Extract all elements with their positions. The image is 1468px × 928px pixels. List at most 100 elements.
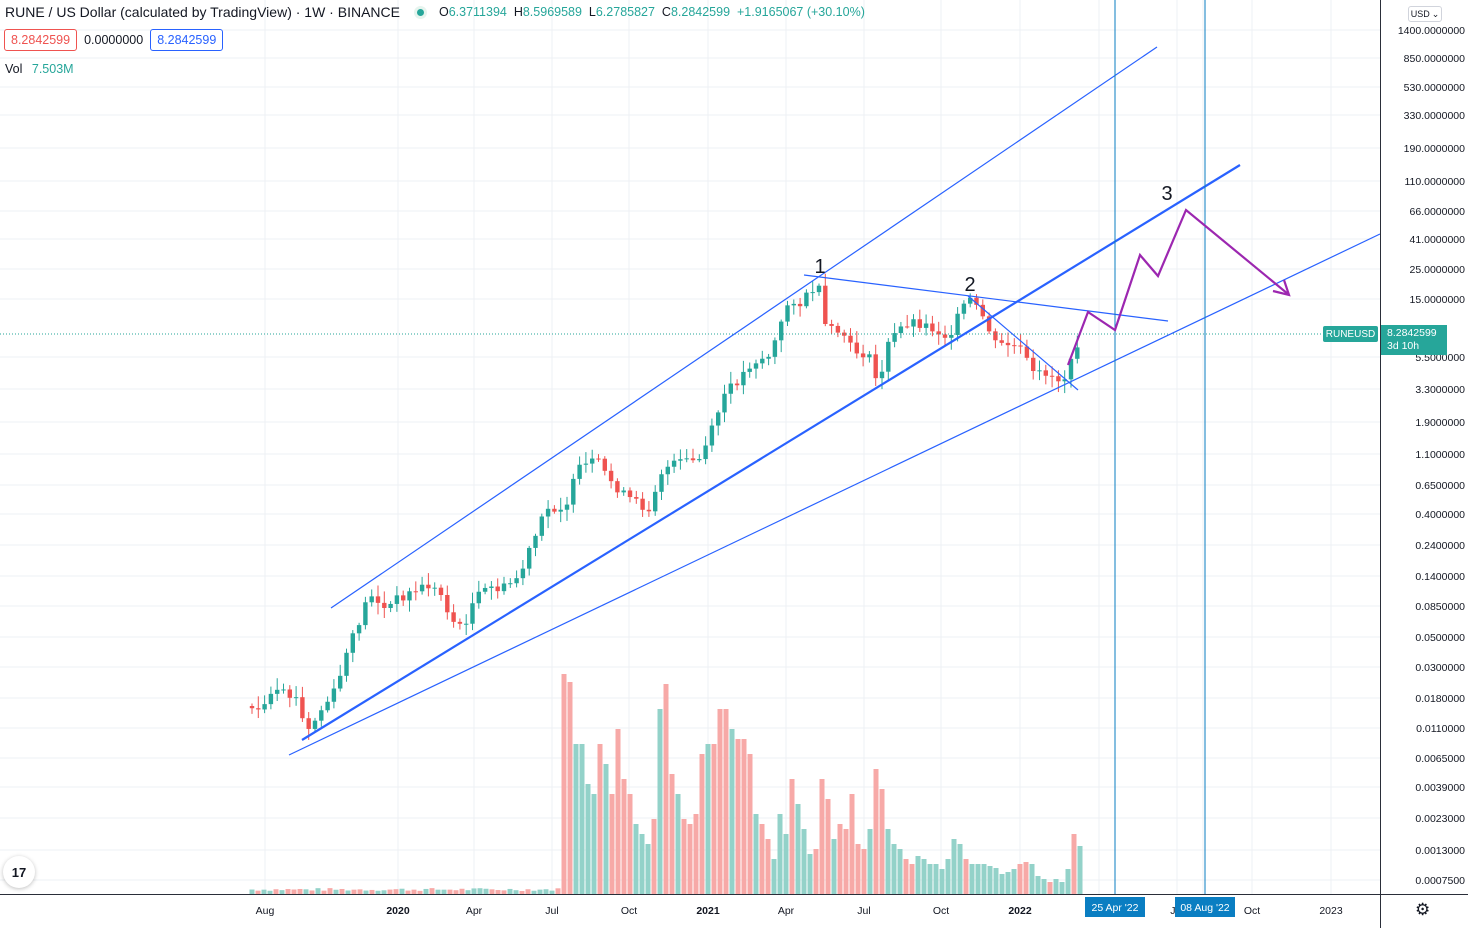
candle-up bbox=[886, 338, 891, 381]
candle-body bbox=[930, 323, 935, 332]
volume-bar bbox=[435, 889, 441, 894]
candle-body bbox=[375, 596, 381, 603]
volume-bar bbox=[531, 890, 537, 894]
candle-up bbox=[659, 469, 664, 500]
candle-body bbox=[325, 701, 330, 711]
volume-legend[interactable]: Vol 7.503M bbox=[5, 62, 74, 76]
candle-body bbox=[476, 591, 481, 604]
volume-bar bbox=[747, 754, 753, 894]
candle-body bbox=[835, 325, 841, 333]
candle-up bbox=[583, 452, 589, 473]
candle-down bbox=[413, 581, 418, 601]
volume-bar bbox=[795, 804, 801, 894]
volume-bar bbox=[1071, 834, 1077, 894]
candle-up bbox=[590, 449, 595, 473]
gear-icon[interactable]: ⚙ bbox=[1415, 900, 1431, 919]
candle-up bbox=[791, 299, 796, 315]
currency-selector[interactable]: USD ⌄ bbox=[1408, 6, 1442, 22]
candle-series bbox=[249, 273, 1080, 740]
candle-body bbox=[829, 324, 834, 326]
time-tick-label: Oct bbox=[621, 905, 637, 917]
candle-down bbox=[1024, 339, 1030, 361]
candle-up bbox=[419, 576, 425, 595]
volume-bar bbox=[813, 849, 819, 894]
candle-up bbox=[722, 384, 727, 423]
price-scale[interactable]: 1400.0000000 850.0000000 530.0000000 330.00… bbox=[1380, 0, 1468, 894]
volume-bar bbox=[603, 764, 609, 894]
volume-bar bbox=[387, 889, 393, 894]
candle-up bbox=[1062, 370, 1067, 394]
candle-up bbox=[319, 705, 324, 727]
candle-up bbox=[1068, 355, 1074, 388]
channel-lower-line bbox=[288, 233, 1381, 756]
candle-body bbox=[911, 319, 916, 327]
wave-label: 3 bbox=[1161, 183, 1172, 205]
candle-up bbox=[779, 319, 784, 353]
price-tick-label: 1400.0000000 bbox=[1398, 25, 1465, 37]
price-tick-label: 0.0300000 bbox=[1415, 662, 1465, 674]
volume-bar bbox=[711, 744, 717, 894]
candle-down bbox=[842, 329, 847, 343]
buy-button[interactable]: 8.2842599 bbox=[150, 29, 224, 51]
volume-bar bbox=[555, 888, 561, 894]
volume-bar bbox=[1065, 869, 1071, 894]
volume-bar bbox=[717, 709, 723, 894]
candle-down bbox=[873, 344, 878, 386]
bar-countdown: 3d 10h bbox=[1387, 340, 1420, 352]
volume-bar bbox=[345, 890, 351, 894]
price-tick-label: 66.0000000 bbox=[1410, 206, 1466, 218]
price-tick-label: 1.1000000 bbox=[1415, 449, 1465, 461]
volume-bar bbox=[639, 834, 645, 894]
volume-bar bbox=[915, 856, 921, 894]
candle-up bbox=[331, 679, 337, 709]
volume-bar bbox=[321, 890, 327, 894]
volume-bar bbox=[819, 779, 825, 894]
price-chart[interactable]: 1 2 3 bbox=[0, 0, 1381, 894]
candle-body bbox=[873, 354, 878, 379]
volume-bar bbox=[975, 864, 981, 894]
wave-label: 1 bbox=[814, 256, 825, 278]
candle-body bbox=[256, 708, 261, 710]
candle-body bbox=[482, 587, 488, 592]
time-tick-label: 2022 bbox=[1008, 905, 1032, 917]
volume-bar bbox=[405, 890, 411, 894]
volume-bar bbox=[663, 684, 669, 894]
candle-up bbox=[281, 683, 286, 694]
candle-body bbox=[268, 693, 274, 705]
volume-bar bbox=[939, 869, 945, 894]
candle-down bbox=[1005, 332, 1011, 357]
volume-bar bbox=[375, 890, 381, 894]
volume-bar bbox=[429, 888, 435, 894]
candle-body bbox=[539, 516, 544, 536]
volume-bar bbox=[597, 744, 603, 894]
candle-up bbox=[747, 362, 752, 378]
candle-body bbox=[999, 340, 1004, 343]
candle-up bbox=[955, 307, 960, 342]
candle-body bbox=[848, 335, 853, 343]
tradingview-logo-icon[interactable]: 17 bbox=[3, 856, 35, 888]
volume-bar bbox=[333, 889, 339, 894]
candle-body bbox=[936, 331, 941, 335]
sell-button[interactable]: 8.2842599 bbox=[4, 29, 78, 51]
candle-down bbox=[823, 273, 828, 327]
chart-pane[interactable]: 1 2 3 RUNE / US Dollar (calculated by Trad… bbox=[0, 0, 1381, 894]
candle-down bbox=[848, 328, 853, 352]
candle-up bbox=[262, 695, 267, 714]
close-value: 8.2842599 bbox=[670, 5, 731, 19]
market-status-icon[interactable] bbox=[413, 5, 427, 19]
candle-body bbox=[369, 596, 374, 603]
candle-down bbox=[646, 501, 652, 517]
candle-body bbox=[905, 326, 910, 328]
volume-bar bbox=[969, 864, 975, 894]
candle-body bbox=[1018, 345, 1023, 347]
candle-down bbox=[602, 456, 607, 476]
symbol-title[interactable]: RUNE / US Dollar (calculated by TradingV… bbox=[5, 4, 400, 20]
volume-bar bbox=[963, 859, 969, 894]
time-axis[interactable]: Aug2020AprJulOct2021AprJulOct2022AprJulO… bbox=[0, 894, 1380, 928]
volume-bar bbox=[669, 774, 675, 894]
candle-down bbox=[734, 379, 740, 391]
volume-bar bbox=[837, 824, 843, 894]
candle-body bbox=[810, 292, 815, 294]
candle-body bbox=[640, 498, 645, 510]
candle-body bbox=[986, 316, 992, 332]
